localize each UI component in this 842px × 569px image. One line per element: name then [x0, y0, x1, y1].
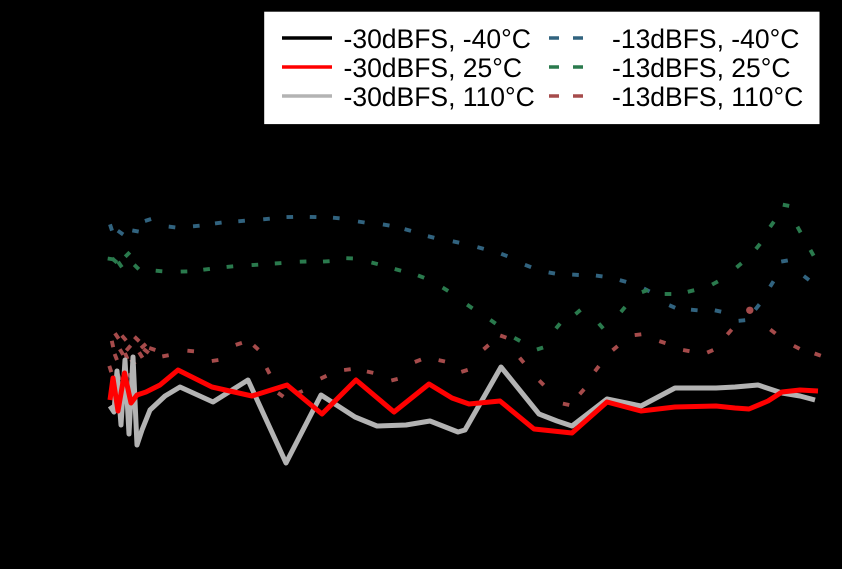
svg-text:-13dBFS, 110°C: -13dBFS, 110°C: [612, 82, 803, 112]
svg-text:-13dBFS, 25°C: -13dBFS, 25°C: [612, 53, 791, 83]
svg-text:-30dBFS, -40°C: -30dBFS, -40°C: [344, 24, 531, 54]
svg-text:-30dBFS, 25°C: -30dBFS, 25°C: [344, 53, 523, 83]
svg-text:-30dBFS, 110°C: -30dBFS, 110°C: [344, 82, 535, 112]
svg-text:-13dBFS, -40°C: -13dBFS, -40°C: [612, 24, 799, 54]
